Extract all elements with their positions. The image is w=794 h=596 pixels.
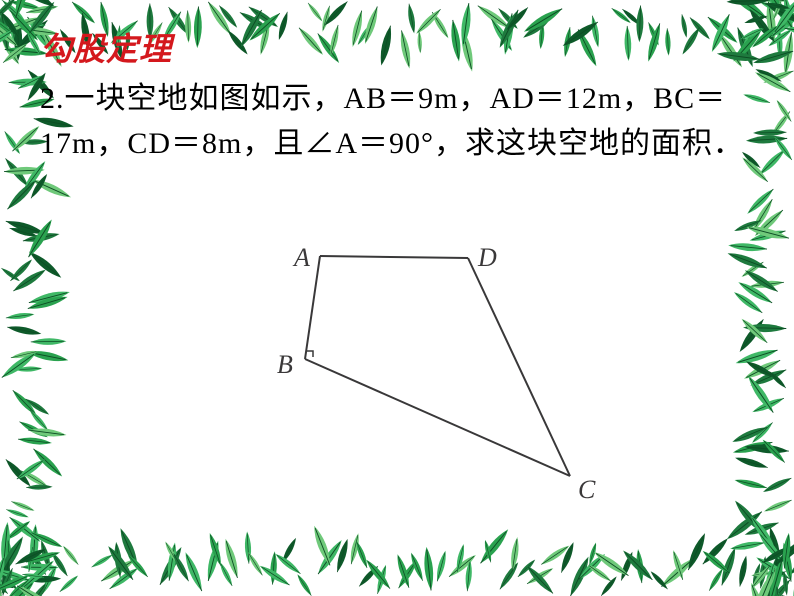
vertex-label-a: A xyxy=(292,244,310,272)
problem-text: 2.一块空地如图如示，AB＝9m，AD＝12m，BC＝17m，CD＝8m，且∠A… xyxy=(40,76,754,166)
vertex-label-b: B xyxy=(277,350,293,379)
section-title: 勾股定理 xyxy=(40,24,754,70)
vertex-label-d: D xyxy=(477,244,497,272)
vertex-label-c: C xyxy=(578,475,596,504)
geometry-diagram: A D B C xyxy=(250,244,610,524)
